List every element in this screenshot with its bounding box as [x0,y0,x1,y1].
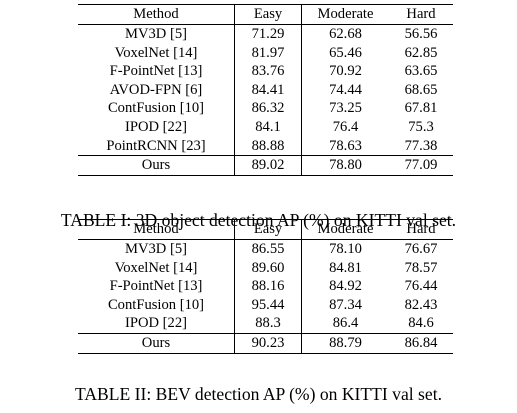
table-row: AVOD-FPN [6] 84.41 74.44 68.65 [78,80,453,100]
cell-easy: 81.97 [234,43,302,63]
cell-easy: 86.32 [234,99,302,118]
cell-method: AVOD-FPN [6] [78,80,235,100]
cell-easy-best: 89.02 [234,155,302,176]
cell-moderate-best: 88.79 [301,332,389,354]
cell-easy: 84.41 [234,80,302,100]
cell-method: IPOD [22] [78,117,235,137]
cell-hard: 75.3 [408,118,434,135]
cell-moderate: 70.92 [329,63,362,80]
cell-hard: 63.65 [404,63,438,80]
cell-moderate: 74.44 [329,81,362,98]
table-row: VoxelNet [14] 81.97 65.46 62.85 [78,43,453,63]
cell-method: Ours [78,155,235,176]
header-moderate: Moderate [301,219,389,240]
table-row: MV3D [5] 71.29 62.68 56.56 [78,24,453,44]
cell-easy: 84.1 [234,117,302,137]
cell-hard: 77.09 [389,155,453,176]
table-row: ContFusion [10] 86.32 73.25 67.81 [78,99,453,118]
cell-hard: 56.56 [404,26,438,42]
header-easy: Easy [234,219,302,240]
cell-method: PointRCNN [23] [78,136,235,156]
cell-hard: 67.81 [404,100,438,117]
cell-hard: 76.67 [404,241,438,257]
table-row: MV3D [5] 86.55 78.10 76.67 [78,239,453,259]
table-row: IPOD [22] 84.1 76.4 75.3 [78,117,453,137]
cell-method: ContFusion [10] [78,99,235,118]
table-row-ours: Ours 90.23 88.79 86.84 [78,332,453,354]
cell-method: F-PointNet [13] [78,277,235,296]
table-row: ContFusion [10] 95.44 87.34 82.43 [78,295,453,315]
cell-method: MV3D [5] [78,24,235,44]
cell-hard: 78.57 [404,259,438,276]
table-row: F-PointNet [13] 83.76 70.92 63.65 [78,62,453,81]
cell-moderate: 84.81 [329,259,362,276]
cell-easy: 86.55 [234,239,302,259]
header-method: Method [78,219,235,240]
cell-easy: 88.3 [234,314,302,334]
cell-moderate: 76.4 [332,118,359,135]
cell-easy-best: 95.44 [234,295,302,315]
table-row: PointRCNN [23] 88.88 78.63 77.38 [78,136,453,156]
cell-moderate: 73.25 [329,100,362,117]
table-row: F-PointNet [13] 88.16 84.92 76.44 [78,277,453,296]
cell-hard: 62.85 [404,44,438,61]
cell-hard: 82.43 [404,296,438,313]
cell-hard: 68.65 [404,81,438,98]
cell-method: VoxelNet [14] [78,43,235,63]
cell-easy: 88.88 [234,136,302,156]
cell-method: Ours [78,332,235,354]
cell-method: F-PointNet [13] [78,62,235,81]
cell-hard: 84.6 [408,315,434,332]
cell-moderate: 87.34 [329,296,362,313]
header-method: Method [78,4,235,25]
table-bev-detection: Method Easy Moderate Hard MV3D [5] 86.55… [78,219,453,354]
cell-method: ContFusion [10] [78,295,235,315]
table-caption: TABLE II: BEV detection AP (%) on KITTI … [74,384,442,404]
cell-hard-best: 77.38 [404,137,438,154]
cell-method: VoxelNet [14] [78,258,235,278]
header-easy: Easy [234,4,302,25]
header-hard: Hard [389,4,453,25]
table-row: IPOD [22] 88.3 86.4 84.6 [78,314,453,334]
table-3d-detection: Method Easy Moderate Hard MV3D [5] 71.29… [78,4,453,176]
table-row-ours: Ours 89.02 78.80 77.09 [78,155,453,176]
cell-hard-best: 86.84 [389,332,453,354]
table-header-row: Method Easy Moderate Hard [78,219,453,240]
cell-moderate-best: 78.80 [301,155,389,176]
cell-moderate: 65.46 [329,44,362,61]
header-hard: Hard [389,219,453,240]
cell-moderate: 78.10 [329,241,362,257]
cell-hard: 76.44 [404,278,438,295]
cell-moderate: 62.68 [329,26,362,42]
cell-easy: 90.23 [234,332,302,354]
cell-moderate: 78.63 [329,137,362,154]
header-moderate: Moderate [301,4,389,25]
table-row: VoxelNet [14] 89.60 84.81 78.57 [78,258,453,278]
cell-easy: 71.29 [234,24,302,44]
cell-moderate: 84.92 [329,278,362,295]
cell-moderate: 86.4 [332,315,359,332]
cell-easy: 83.76 [234,62,302,81]
cell-method: IPOD [22] [78,314,235,334]
cell-easy: 88.16 [234,277,302,296]
table-header-row: Method Easy Moderate Hard [78,4,453,25]
cell-easy: 89.60 [234,258,302,278]
cell-method: MV3D [5] [78,239,235,259]
